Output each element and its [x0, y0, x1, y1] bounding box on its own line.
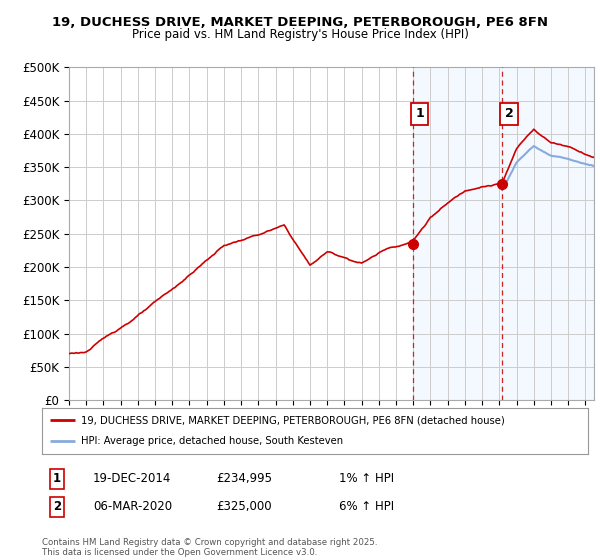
Text: Contains HM Land Registry data © Crown copyright and database right 2025.
This d: Contains HM Land Registry data © Crown c…	[42, 538, 377, 557]
Text: £234,995: £234,995	[216, 472, 272, 486]
Text: 19-DEC-2014: 19-DEC-2014	[93, 472, 172, 486]
Text: £325,000: £325,000	[216, 500, 272, 514]
Text: 19, DUCHESS DRIVE, MARKET DEEPING, PETERBOROUGH, PE6 8FN: 19, DUCHESS DRIVE, MARKET DEEPING, PETER…	[52, 16, 548, 29]
Text: 1: 1	[415, 108, 424, 120]
Text: 6% ↑ HPI: 6% ↑ HPI	[339, 500, 394, 514]
Text: 06-MAR-2020: 06-MAR-2020	[93, 500, 172, 514]
Text: 2: 2	[505, 108, 514, 120]
Text: Price paid vs. HM Land Registry's House Price Index (HPI): Price paid vs. HM Land Registry's House …	[131, 28, 469, 41]
Text: HPI: Average price, detached house, South Kesteven: HPI: Average price, detached house, Sout…	[82, 436, 343, 446]
Text: 1% ↑ HPI: 1% ↑ HPI	[339, 472, 394, 486]
Text: 1: 1	[53, 472, 61, 486]
Text: 19, DUCHESS DRIVE, MARKET DEEPING, PETERBOROUGH, PE6 8FN (detached house): 19, DUCHESS DRIVE, MARKET DEEPING, PETER…	[82, 415, 505, 425]
Bar	[413, 67, 502, 400]
Text: 2: 2	[53, 500, 61, 514]
Bar	[502, 67, 594, 400]
